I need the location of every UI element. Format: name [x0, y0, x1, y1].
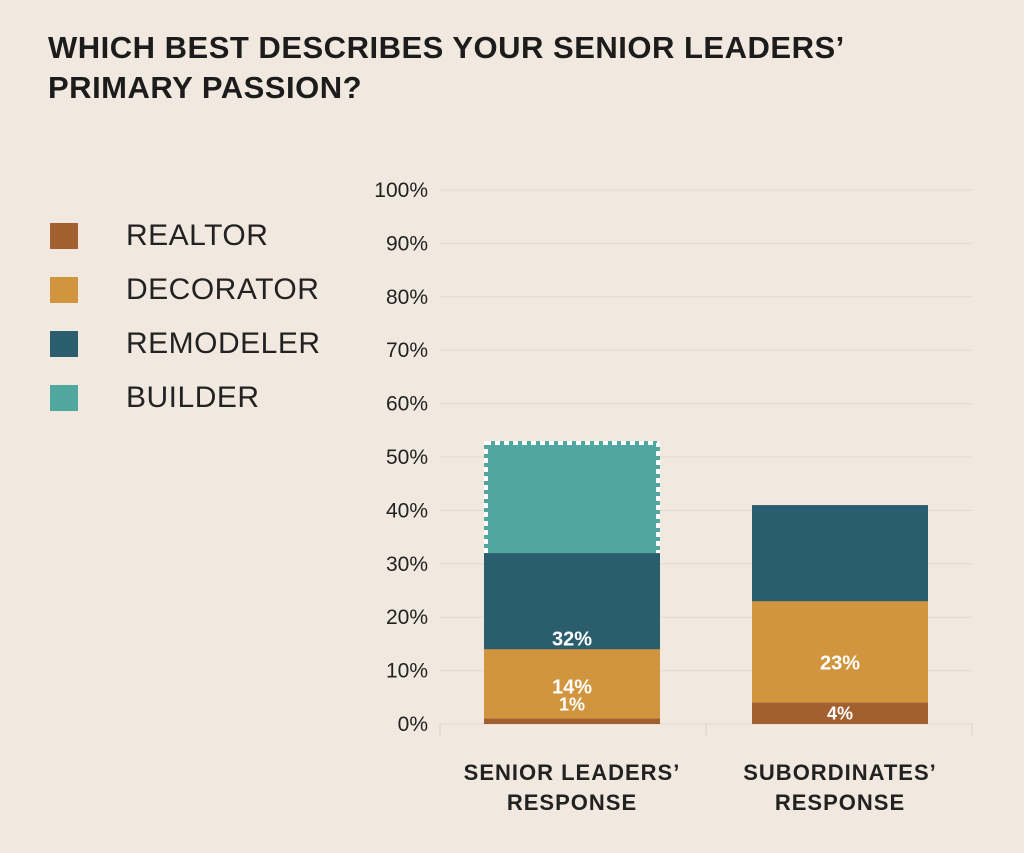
bar-segment [484, 649, 660, 724]
x-category-label: SUBORDINATES’ [743, 760, 937, 785]
bar-data-label: 14% [552, 677, 592, 699]
legend-item-builder: BUILDER [50, 377, 350, 431]
y-tick-label: 60% [386, 393, 428, 416]
legend-swatch-realtor [50, 223, 78, 249]
bar-data-label: 4% [827, 704, 853, 724]
x-category-label: RESPONSE [507, 790, 637, 815]
y-tick-label: 30% [386, 553, 428, 576]
legend-item-remodeler: REMODELER [50, 323, 350, 377]
legend: REALTOR DECORATOR REMODELER BUILDER [50, 215, 350, 431]
y-tick-label: 80% [386, 286, 428, 309]
legend-label-realtor: REALTOR [126, 219, 269, 252]
x-category-label: RESPONSE [775, 790, 905, 815]
chart-title: WHICH BEST DESCRIBES YOUR SENIOR LEADERS… [48, 30, 845, 105]
y-tick-label: 10% [386, 660, 428, 683]
legend-item-decorator: DECORATOR [50, 269, 350, 323]
bar-data-label: 1% [559, 695, 585, 715]
legend-swatch-remodeler [50, 331, 78, 357]
y-tick-label: 0% [398, 713, 428, 736]
x-category-label: SENIOR LEADERS’ [464, 760, 681, 785]
y-tick-label: 20% [386, 606, 428, 629]
y-tick-label: 100% [374, 179, 428, 202]
legend-label-builder: BUILDER [126, 381, 260, 414]
legend-swatch-decorator [50, 277, 78, 303]
y-tick-label: 50% [386, 446, 428, 469]
y-tick-label: 90% [386, 232, 428, 255]
bar-segment [752, 702, 928, 724]
bar-data-label: 23% [820, 653, 860, 675]
y-tick-label: 70% [386, 339, 428, 362]
y-tick-label: 40% [386, 499, 428, 522]
legend-label-remodeler: REMODELER [126, 327, 321, 360]
legend-item-realtor: REALTOR [50, 215, 350, 269]
bar-segment-border [484, 440, 660, 724]
bar-data-label: 32% [552, 629, 592, 651]
bar-segment [484, 718, 660, 724]
legend-label-decorator: DECORATOR [126, 273, 320, 306]
legend-swatch-builder [50, 385, 78, 411]
